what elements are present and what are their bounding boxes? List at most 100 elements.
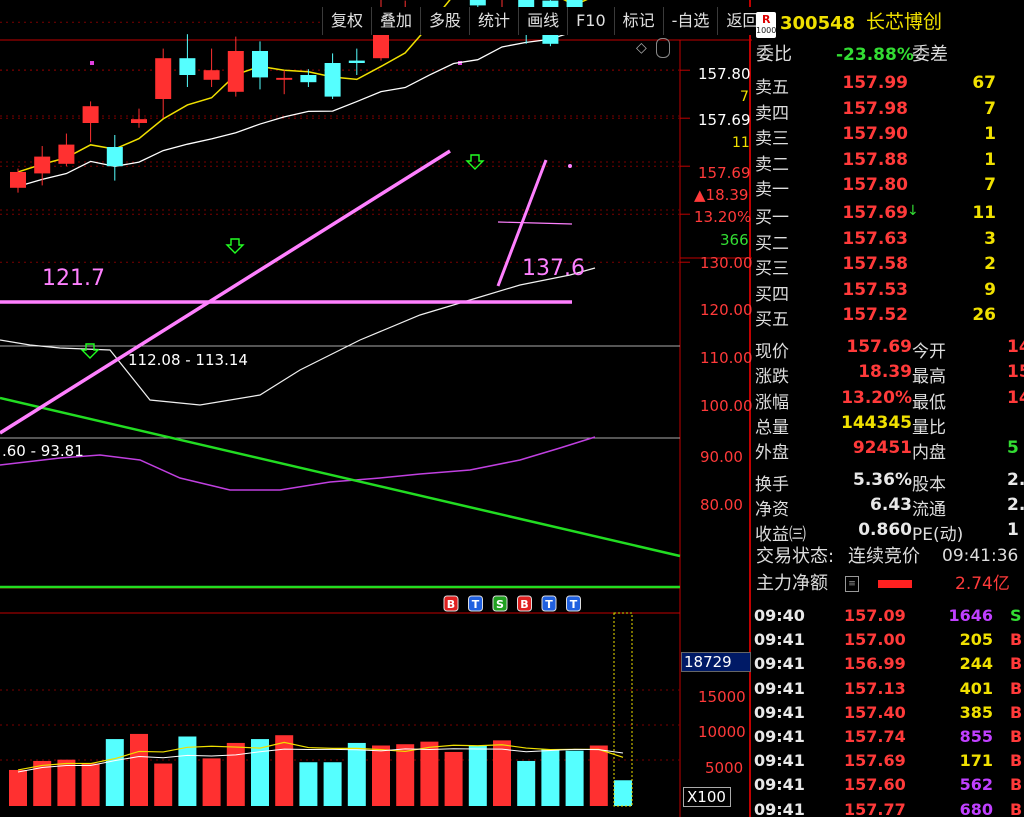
signal-badge-label: T: [570, 598, 578, 611]
mark-button[interactable]: 标记: [613, 7, 663, 35]
ask-row[interactable]: 卖一 157.80 7: [752, 172, 1024, 200]
signal-badge: [468, 595, 483, 612]
stat-row: 换手 5.36% 股本 2.: [752, 467, 1024, 495]
volume-bar: [541, 749, 560, 806]
down-arrow-icon: [225, 238, 245, 254]
volume-bar: [33, 760, 52, 806]
trade-row[interactable]: 09:41 157.00 205 B: [752, 626, 1024, 650]
stat-key-2: 内盘: [912, 443, 946, 464]
axis-tick: 90.00: [700, 448, 743, 466]
stat-value: 18.39: [858, 362, 912, 383]
volume-ma5-line: [17, 741, 624, 771]
bid-row[interactable]: 买五 157.52 26: [752, 302, 1024, 330]
trade-price: 157.74: [844, 727, 906, 746]
volume-bar: [444, 751, 463, 806]
back-button[interactable]: 返回: [717, 7, 766, 35]
stat-key-2: 今开: [912, 342, 946, 362]
trade-status-label: 交易状态:: [756, 546, 835, 567]
trade-price: 157.77: [844, 799, 906, 817]
trade-row[interactable]: 09:41 157.69 171 B: [752, 747, 1024, 771]
volume-bar: [299, 762, 318, 806]
bid-row[interactable]: 买三 157.58 2: [752, 251, 1024, 280]
axis-buy1-price: 157.69: [698, 111, 751, 129]
volume-bar: [323, 762, 342, 806]
multi-stock-button[interactable]: 多股: [420, 7, 469, 35]
trade-row[interactable]: 09:41 157.13 401 B: [752, 675, 1024, 699]
f10-button[interactable]: F10: [567, 7, 614, 35]
stat-value-2: 2.: [1007, 494, 1024, 515]
trade-row[interactable]: 09:41 156.99 244 B: [752, 650, 1024, 674]
volume-bar: [178, 736, 197, 806]
axis-tick: 100.00: [700, 397, 753, 415]
level-label: 买三: [755, 259, 789, 280]
trade-row[interactable]: 09:41 157.60 562 B: [752, 771, 1024, 795]
trade-price: 157.69: [844, 751, 906, 771]
trade-time: 09:41: [754, 678, 805, 698]
trade-side: B: [1010, 751, 1023, 771]
volume-bar: [251, 739, 269, 806]
trade-row[interactable]: 09:41 157.74 855 B: [752, 723, 1024, 747]
level-label: 卖二: [755, 154, 789, 175]
trade-price: 157.09: [844, 606, 906, 625]
candle-body: [227, 51, 244, 92]
trade-side: B: [1010, 775, 1023, 795]
r-badge: R 1000: [756, 12, 776, 38]
ask-row[interactable]: 卖二 157.88 1: [752, 147, 1024, 175]
ask-row[interactable]: 卖四 157.98 7: [752, 96, 1024, 124]
bid-row[interactable]: 买四 157.53 9: [752, 277, 1024, 305]
level-volume: 9: [984, 279, 996, 300]
trade-price: 157.13: [844, 678, 906, 698]
expand-icon[interactable]: ◇: [636, 40, 647, 56]
level-label: 卖三: [755, 129, 789, 150]
level-volume: 7: [984, 98, 996, 119]
restore-rights-button[interactable]: 复权: [322, 7, 371, 35]
trade-row[interactable]: 09:40 157.09 1646 S: [752, 602, 1024, 626]
ask-row[interactable]: 卖五 157.99 67: [752, 70, 1024, 98]
trade-time: 09:41: [754, 799, 805, 817]
trade-row[interactable]: 09:41 157.40 385 B: [752, 699, 1024, 723]
trade-volume: 1646: [948, 606, 993, 625]
level-volume: 1: [984, 124, 996, 145]
list-icon[interactable]: ≡: [845, 576, 859, 592]
candle-body: [348, 60, 365, 63]
overlay-button[interactable]: 叠加: [371, 7, 420, 35]
stat-value-2: 15: [1007, 362, 1024, 383]
stat-key: 外盘: [755, 443, 789, 464]
trade-side: S: [1010, 606, 1022, 625]
level-label: 卖四: [755, 103, 789, 124]
candle-body: [58, 144, 75, 164]
bid-row[interactable]: 买一 157.69 ↓ 11: [752, 200, 1024, 228]
volume-bar: [226, 742, 245, 806]
stat-key: 涨幅: [755, 392, 789, 413]
stock-code: 300548: [780, 13, 856, 34]
statistics-button[interactable]: 统计: [469, 7, 518, 35]
stat-key-2: 流通: [912, 499, 946, 520]
signal-badge-label: T: [545, 598, 553, 611]
volume-bar: [105, 739, 124, 806]
mainflow-label: 主力净额: [756, 573, 828, 594]
trade-row[interactable]: 09:41 157.77 680 B: [752, 796, 1024, 817]
scroll-handle-icon[interactable]: [656, 38, 670, 58]
volume-bar: [420, 741, 439, 806]
stat-value: 92451: [852, 438, 912, 459]
ask-row[interactable]: 卖三 157.90 1: [752, 121, 1024, 150]
trade-status-value: 连续竞价: [848, 546, 920, 567]
axis-tick: 80.00: [700, 496, 743, 514]
axis-change: ▲18.39: [694, 186, 749, 204]
axis-tick: 130.00: [700, 254, 753, 272]
axis-buy1-vol: 11: [732, 135, 750, 151]
trade-volume: 244: [959, 654, 993, 674]
level-price: 157.90: [842, 124, 908, 145]
signal-badge-label: T: [472, 598, 480, 611]
bid-row[interactable]: 买二 157.63 3: [752, 226, 1024, 254]
stat-key: 涨跌: [755, 367, 789, 388]
level-volume: 11: [972, 203, 996, 223]
level-price: 157.53: [842, 279, 908, 300]
draw-line-button[interactable]: 画线: [518, 7, 567, 35]
stat-value: 157.69: [846, 337, 912, 357]
axis-tick: 120.00: [700, 301, 753, 319]
remove-watchlist-button[interactable]: -自选: [662, 7, 718, 35]
